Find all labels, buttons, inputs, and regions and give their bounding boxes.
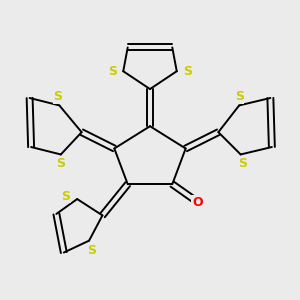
Text: S: S (235, 90, 244, 103)
Text: S: S (56, 157, 65, 170)
Text: S: S (238, 157, 247, 170)
Text: S: S (53, 90, 62, 103)
Text: S: S (61, 190, 70, 202)
Text: O: O (192, 196, 203, 208)
Text: S: S (183, 65, 192, 78)
Text: S: S (108, 65, 117, 78)
Text: S: S (88, 244, 97, 257)
